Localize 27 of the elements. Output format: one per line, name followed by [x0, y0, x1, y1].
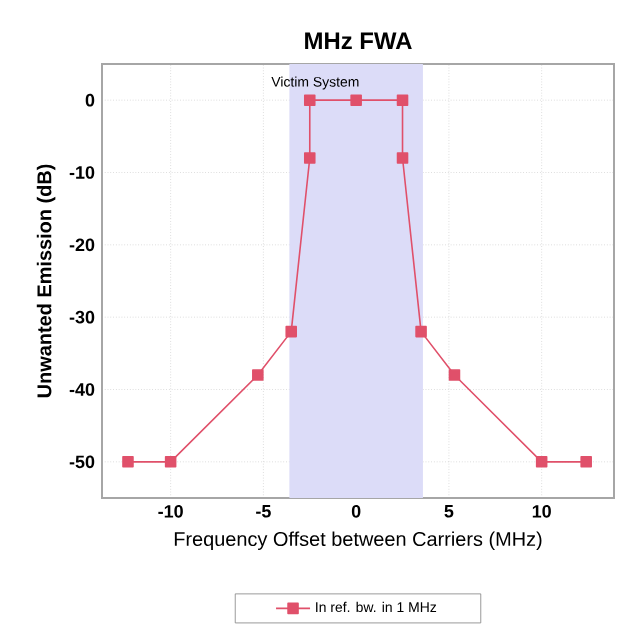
- point: [580, 456, 592, 468]
- y-tick-label: -10: [69, 166, 95, 179]
- x-tick-label: 0: [351, 505, 361, 518]
- point: [535, 456, 548, 468]
- x-tick-label: -5: [256, 505, 271, 518]
- point: [396, 152, 409, 164]
- point: [448, 369, 461, 381]
- point: [303, 152, 316, 164]
- point: [164, 456, 177, 468]
- point: [350, 94, 362, 106]
- x-tick-label: 5: [444, 505, 454, 518]
- point: [303, 94, 316, 106]
- point: [415, 325, 427, 338]
- point: [285, 325, 297, 338]
- y-tick-label: -40: [69, 383, 95, 396]
- y-tick-label: -20: [69, 238, 95, 252]
- y-tick-label: -30: [69, 310, 95, 324]
- y-tick-label: 0: [85, 93, 95, 107]
- point: [396, 94, 409, 106]
- y-tick-label: -50: [69, 455, 95, 469]
- x-tick-label: -10: [158, 505, 183, 518]
- y-axis-title: Unwanted Emission (dB): [36, 164, 56, 398]
- point: [122, 456, 134, 468]
- chart-title: MHz FWA: [305, 32, 412, 49]
- x-axis-title: Frequency Offset between Carriers (MHz): [174, 531, 542, 550]
- x-tick-label: 10: [532, 505, 551, 518]
- point: [252, 369, 264, 381]
